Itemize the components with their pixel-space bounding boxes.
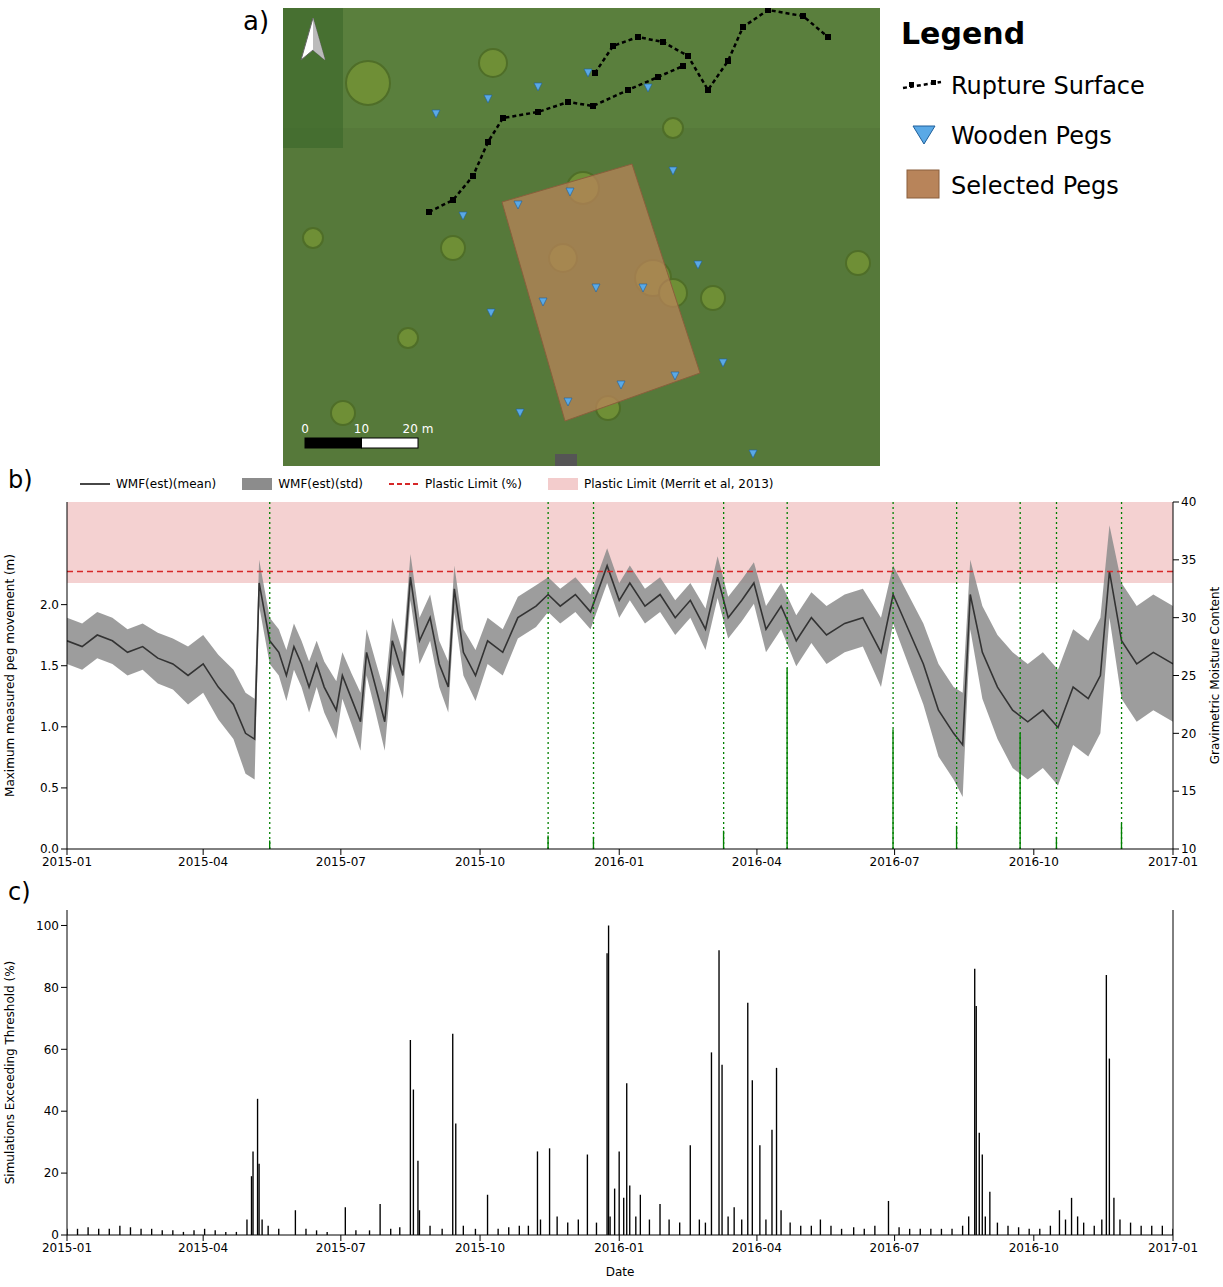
svg-text:10: 10	[354, 422, 369, 436]
html-text:WMF(est)(std): WMF(est)(std)	[278, 477, 363, 491]
html-text:a): a)	[243, 6, 270, 36]
svg-text:2015-10: 2015-10	[455, 1241, 505, 1255]
svg-text:0.5: 0.5	[40, 781, 59, 795]
svg-text:25: 25	[1181, 669, 1196, 683]
svg-text:35: 35	[1181, 553, 1196, 567]
svg-text:2016-07: 2016-07	[870, 1241, 920, 1255]
svg-text:Date: Date	[606, 1265, 635, 1279]
svg-text:2016-07: 2016-07	[870, 855, 920, 869]
svg-text:60: 60	[44, 1043, 59, 1057]
svg-text:40: 40	[1181, 496, 1196, 509]
svg-text:2016-01: 2016-01	[594, 1241, 644, 1255]
svg-text:20 m: 20 m	[403, 422, 434, 436]
svg-text:20: 20	[44, 1166, 59, 1180]
svg-text:2015-01: 2015-01	[42, 855, 92, 869]
html-text:Plastic Limit (Merrit et al, 2: Plastic Limit (Merrit et al, 2013)	[584, 477, 774, 491]
svg-text:Legend: Legend	[901, 16, 1025, 51]
svg-text:1.5: 1.5	[40, 659, 59, 673]
svg-text:2016-10: 2016-10	[1009, 855, 1059, 869]
svg-text:0: 0	[301, 422, 309, 436]
svg-text:100: 100	[36, 919, 59, 933]
svg-text:2015-01: 2015-01	[42, 1241, 92, 1255]
svg-text:30: 30	[1181, 611, 1196, 625]
svg-text:0: 0	[51, 1228, 59, 1242]
html-text:b): b)	[8, 466, 33, 494]
svg-text:2015-07: 2015-07	[316, 855, 366, 869]
html-text:WMF(est)(mean): WMF(est)(mean)	[116, 477, 217, 491]
html-text:c): c)	[8, 878, 31, 906]
svg-text:2016-10: 2016-10	[1009, 1241, 1059, 1255]
svg-text:2017-01: 2017-01	[1148, 1241, 1198, 1255]
svg-text:Gravimetric Moisture Content: Gravimetric Moisture Content	[1208, 586, 1222, 764]
svg-text:2016-04: 2016-04	[732, 855, 782, 869]
html-text:Plastic Limit (%): Plastic Limit (%)	[425, 477, 522, 491]
svg-text:10: 10	[1181, 842, 1196, 856]
svg-text:2015-04: 2015-04	[178, 1241, 228, 1255]
svg-text:40: 40	[44, 1104, 59, 1118]
svg-text:15: 15	[1181, 784, 1196, 798]
svg-text:2.0: 2.0	[40, 598, 59, 612]
svg-text:Simulations Exceeding Threshol: Simulations Exceeding Threshold (%)	[3, 961, 17, 1185]
svg-text:Rupture Surface: Rupture Surface	[951, 72, 1145, 100]
svg-text:2015-10: 2015-10	[455, 855, 505, 869]
svg-text:2017-01: 2017-01	[1148, 855, 1198, 869]
svg-text:2015-07: 2015-07	[316, 1241, 366, 1255]
svg-text:2016-01: 2016-01	[594, 855, 644, 869]
svg-text:1.0: 1.0	[40, 720, 59, 734]
svg-text:Selected Pegs: Selected Pegs	[951, 172, 1119, 200]
svg-text:Maximum measured peg movement: Maximum measured peg movement (m)	[3, 554, 17, 797]
svg-text:2015-04: 2015-04	[178, 855, 228, 869]
svg-text:2016-04: 2016-04	[732, 1241, 782, 1255]
svg-text:Wooden Pegs: Wooden Pegs	[951, 122, 1112, 150]
svg-text:0.0: 0.0	[40, 842, 59, 856]
svg-text:20: 20	[1181, 727, 1196, 741]
svg-text:80: 80	[44, 981, 59, 995]
